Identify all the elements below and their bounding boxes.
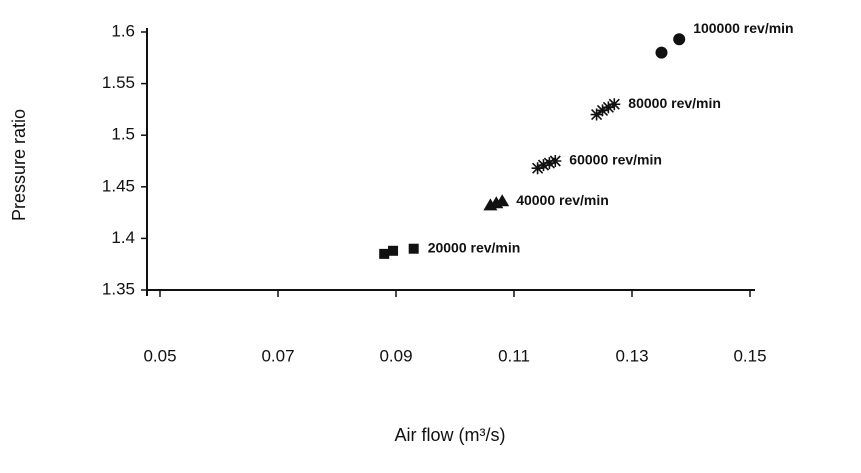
y-tick-label: 1.45 xyxy=(102,176,135,195)
y-tick-label: 1.5 xyxy=(111,125,135,144)
point xyxy=(673,33,686,46)
point xyxy=(537,159,550,172)
point xyxy=(379,248,390,259)
point xyxy=(608,98,621,111)
series-label: 100000 rev/min xyxy=(693,20,793,36)
series-label: 20000 rev/min xyxy=(428,239,521,255)
point xyxy=(602,101,615,114)
point xyxy=(495,194,510,207)
x-tick-label: 0.07 xyxy=(261,346,294,365)
point xyxy=(408,243,419,254)
series-label: 80000 rev/min xyxy=(628,95,721,111)
x-tick-label: 0.11 xyxy=(498,346,530,365)
x-tick-label: 0.15 xyxy=(733,346,766,365)
x-tick-label: 0.09 xyxy=(379,346,412,365)
x-tick-label: 0.13 xyxy=(615,346,648,365)
y-tick-label: 1.4 xyxy=(111,228,135,247)
point xyxy=(590,108,603,121)
point xyxy=(388,245,399,256)
point xyxy=(531,162,544,175)
y-tick-label: 1.35 xyxy=(102,279,135,298)
series-label: 60000 rev/min xyxy=(569,152,662,168)
y-axis-label: Pressure ratio xyxy=(9,109,29,221)
x-tick-label: 0.05 xyxy=(143,346,176,365)
point xyxy=(655,46,668,59)
point xyxy=(596,104,609,117)
y-tick-label: 1.6 xyxy=(111,21,135,40)
point xyxy=(543,157,556,170)
point xyxy=(549,155,562,167)
series-label: 40000 rev/min xyxy=(516,192,609,208)
y-tick-label: 1.55 xyxy=(102,73,135,92)
x-axis-label: Air flow (m³/s) xyxy=(395,425,506,445)
